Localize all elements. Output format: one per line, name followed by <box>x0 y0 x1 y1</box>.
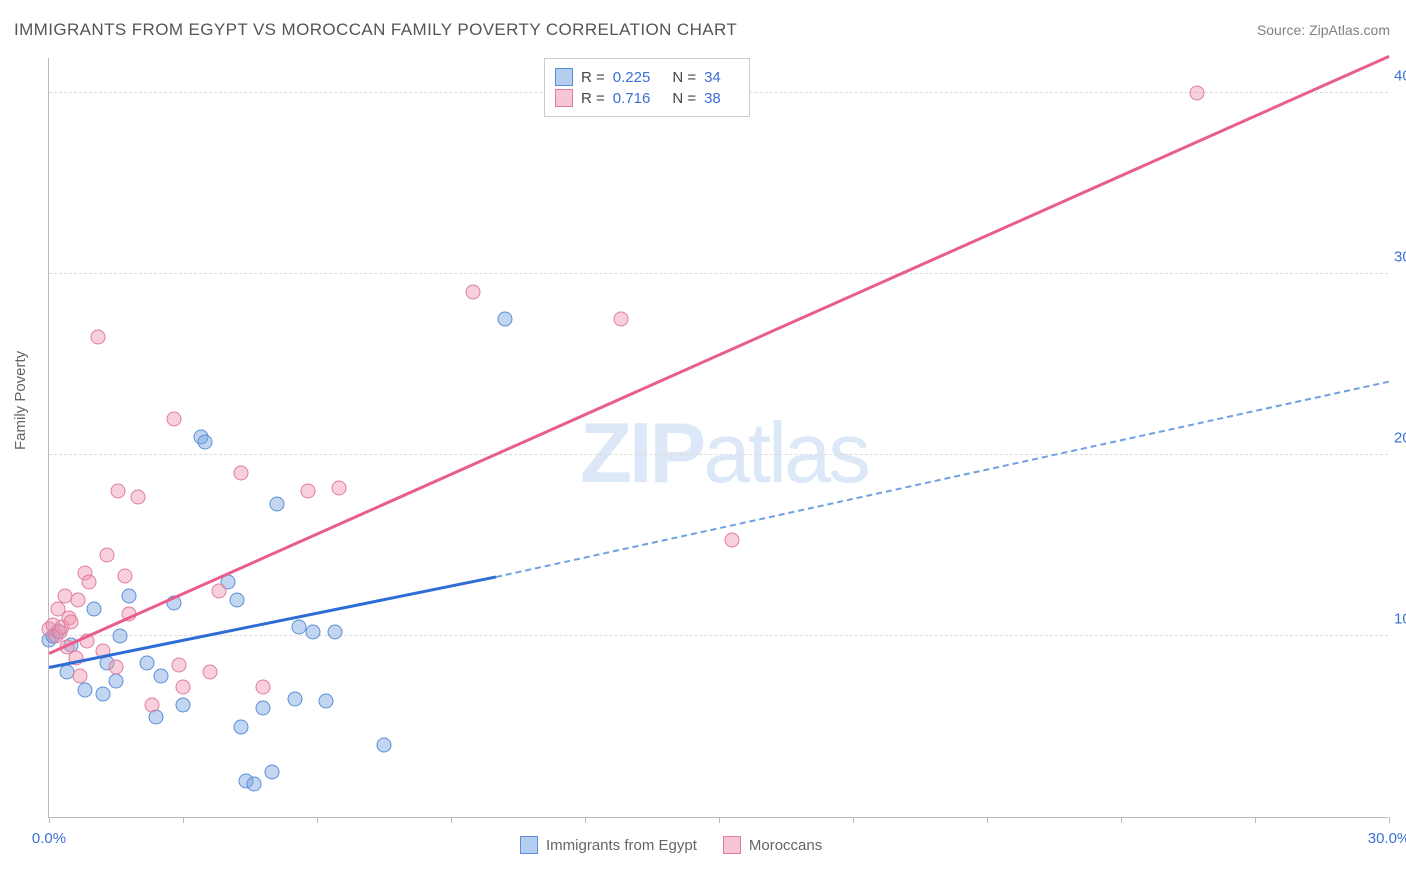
data-point <box>466 285 481 300</box>
x-tick-mark <box>987 817 988 823</box>
data-point <box>229 592 244 607</box>
x-tick-mark <box>1255 817 1256 823</box>
x-tick-label: 0.0% <box>32 830 66 847</box>
legend-item-egypt: Immigrants from Egypt <box>520 836 697 854</box>
data-point <box>305 625 320 640</box>
data-point <box>377 737 392 752</box>
data-point <box>202 665 217 680</box>
swatch-blue <box>520 836 538 854</box>
data-point <box>613 312 628 327</box>
data-point <box>122 589 137 604</box>
n-label: N = <box>672 90 696 107</box>
n-value-moroccans: 38 <box>704 90 721 107</box>
x-tick-mark <box>853 817 854 823</box>
swatch-blue <box>555 68 573 86</box>
data-point <box>301 484 316 499</box>
data-point <box>153 668 168 683</box>
x-tick-label: 30.0% <box>1368 830 1406 847</box>
trend-line <box>48 55 1389 654</box>
data-point <box>247 777 262 792</box>
r-label: R = <box>581 90 605 107</box>
gridline <box>49 273 1388 274</box>
r-label: R = <box>581 69 605 86</box>
data-point <box>287 692 302 707</box>
source-label: Source: ZipAtlas.com <box>1257 22 1390 38</box>
x-tick-mark <box>451 817 452 823</box>
data-point <box>109 659 124 674</box>
data-point <box>82 574 97 589</box>
swatch-pink <box>723 836 741 854</box>
data-point <box>111 484 126 499</box>
r-value-moroccans: 0.716 <box>613 90 651 107</box>
data-point <box>234 466 249 481</box>
data-point <box>198 435 213 450</box>
n-value-egypt: 34 <box>704 69 721 86</box>
legend-row-egypt: R = 0.225 N = 34 <box>555 68 735 86</box>
data-point <box>144 697 159 712</box>
data-point <box>113 629 128 644</box>
data-point <box>256 701 271 716</box>
y-tick-label: 20.0% <box>1394 430 1406 447</box>
x-tick-mark <box>1121 817 1122 823</box>
data-point <box>176 679 191 694</box>
data-point <box>131 489 146 504</box>
x-tick-mark <box>49 817 50 823</box>
n-label: N = <box>672 69 696 86</box>
data-point <box>1189 86 1204 101</box>
data-point <box>64 614 79 629</box>
correlation-legend: R = 0.225 N = 34 R = 0.716 N = 38 <box>544 58 750 117</box>
chart-title: IMMIGRANTS FROM EGYPT VS MOROCCAN FAMILY… <box>14 20 737 40</box>
y-tick-label: 10.0% <box>1394 611 1406 628</box>
swatch-pink <box>555 89 573 107</box>
y-tick-label: 40.0% <box>1394 68 1406 85</box>
data-point <box>176 697 191 712</box>
data-point <box>117 569 132 584</box>
x-tick-mark <box>719 817 720 823</box>
data-point <box>269 496 284 511</box>
legend-item-moroccans: Moroccans <box>723 836 822 854</box>
data-point <box>256 679 271 694</box>
legend-row-moroccans: R = 0.716 N = 38 <box>555 89 735 107</box>
gridline <box>49 454 1388 455</box>
data-point <box>234 719 249 734</box>
trend-line <box>495 381 1389 578</box>
data-point <box>95 686 110 701</box>
data-point <box>71 592 86 607</box>
gridline <box>49 635 1388 636</box>
y-axis-label: Family Poverty <box>12 351 29 450</box>
series-legend: Immigrants from Egypt Moroccans <box>520 836 822 854</box>
data-point <box>332 480 347 495</box>
data-point <box>318 694 333 709</box>
data-point <box>327 625 342 640</box>
data-point <box>100 547 115 562</box>
data-point <box>167 411 182 426</box>
data-point <box>77 683 92 698</box>
data-point <box>109 674 124 689</box>
x-tick-mark <box>585 817 586 823</box>
data-point <box>171 658 186 673</box>
legend-label: Immigrants from Egypt <box>546 837 697 854</box>
data-point <box>211 583 226 598</box>
legend-label: Moroccans <box>749 837 822 854</box>
data-point <box>91 330 106 345</box>
data-point <box>86 601 101 616</box>
plot-area: 10.0%20.0%30.0%40.0%0.0%30.0% <box>48 58 1388 818</box>
x-tick-mark <box>317 817 318 823</box>
data-point <box>265 764 280 779</box>
x-tick-mark <box>183 817 184 823</box>
data-point <box>73 668 88 683</box>
data-point <box>497 312 512 327</box>
y-tick-label: 30.0% <box>1394 249 1406 266</box>
x-tick-mark <box>1389 817 1390 823</box>
r-value-egypt: 0.225 <box>613 69 651 86</box>
data-point <box>725 533 740 548</box>
data-point <box>140 656 155 671</box>
